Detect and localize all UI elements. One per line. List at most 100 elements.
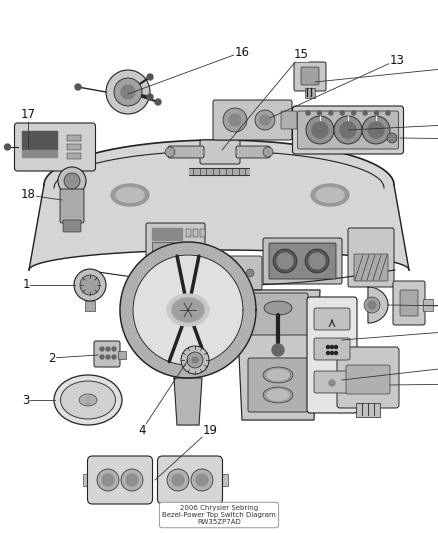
Ellipse shape <box>263 367 293 383</box>
Circle shape <box>112 347 116 351</box>
Ellipse shape <box>116 188 144 203</box>
Circle shape <box>387 133 397 143</box>
Circle shape <box>114 78 142 106</box>
Polygon shape <box>174 378 202 425</box>
Text: 13: 13 <box>389 53 404 67</box>
Ellipse shape <box>60 381 116 419</box>
Bar <box>356 403 380 417</box>
FancyBboxPatch shape <box>314 371 350 393</box>
Text: 16: 16 <box>234 45 250 59</box>
FancyBboxPatch shape <box>14 123 95 171</box>
Ellipse shape <box>172 298 204 322</box>
Ellipse shape <box>167 294 209 326</box>
Circle shape <box>277 253 293 269</box>
Bar <box>200 229 205 237</box>
Circle shape <box>106 355 110 359</box>
Circle shape <box>100 347 104 351</box>
Circle shape <box>312 122 328 138</box>
Text: 19: 19 <box>202 424 218 437</box>
FancyBboxPatch shape <box>168 146 204 158</box>
FancyBboxPatch shape <box>236 146 270 158</box>
FancyBboxPatch shape <box>307 297 357 413</box>
Circle shape <box>64 173 80 189</box>
Polygon shape <box>29 140 409 270</box>
Ellipse shape <box>267 369 289 381</box>
FancyBboxPatch shape <box>393 281 425 325</box>
Circle shape <box>75 84 81 90</box>
FancyBboxPatch shape <box>213 100 292 140</box>
Circle shape <box>326 351 329 354</box>
FancyBboxPatch shape <box>294 62 326 91</box>
FancyBboxPatch shape <box>60 189 84 223</box>
Circle shape <box>273 249 297 273</box>
FancyBboxPatch shape <box>200 140 240 164</box>
Circle shape <box>329 380 335 386</box>
Circle shape <box>58 167 86 195</box>
FancyBboxPatch shape <box>293 106 403 154</box>
Circle shape <box>318 111 321 115</box>
Circle shape <box>196 474 208 486</box>
Circle shape <box>374 111 378 115</box>
Circle shape <box>191 469 213 491</box>
Polygon shape <box>133 255 243 365</box>
Circle shape <box>106 347 110 351</box>
Polygon shape <box>189 168 249 175</box>
FancyBboxPatch shape <box>248 293 308 335</box>
Circle shape <box>167 469 189 491</box>
FancyBboxPatch shape <box>400 290 418 316</box>
Text: 2: 2 <box>48 351 56 365</box>
Circle shape <box>386 111 390 115</box>
Circle shape <box>255 110 275 130</box>
Circle shape <box>4 144 11 150</box>
Ellipse shape <box>316 188 344 203</box>
Ellipse shape <box>267 390 289 400</box>
FancyBboxPatch shape <box>94 341 120 367</box>
FancyBboxPatch shape <box>314 338 350 360</box>
FancyBboxPatch shape <box>63 220 81 232</box>
Circle shape <box>305 249 329 273</box>
FancyBboxPatch shape <box>346 365 390 394</box>
Circle shape <box>229 114 241 126</box>
Circle shape <box>147 74 153 80</box>
Circle shape <box>368 122 384 138</box>
Circle shape <box>329 111 333 115</box>
Bar <box>21 131 57 149</box>
FancyBboxPatch shape <box>337 347 399 408</box>
Ellipse shape <box>79 394 97 406</box>
Circle shape <box>306 111 310 115</box>
Polygon shape <box>368 287 388 323</box>
Circle shape <box>309 253 325 269</box>
Ellipse shape <box>264 301 292 315</box>
Circle shape <box>331 351 333 354</box>
Circle shape <box>147 94 153 100</box>
FancyBboxPatch shape <box>206 256 262 290</box>
FancyBboxPatch shape <box>146 223 205 259</box>
Text: 1: 1 <box>22 279 30 292</box>
Bar <box>67 135 81 141</box>
Bar <box>85 301 95 311</box>
FancyBboxPatch shape <box>269 243 336 279</box>
Circle shape <box>181 346 209 374</box>
Circle shape <box>112 355 116 359</box>
Circle shape <box>306 116 334 144</box>
Ellipse shape <box>311 184 349 206</box>
Circle shape <box>335 345 338 349</box>
Circle shape <box>335 351 338 354</box>
Circle shape <box>362 116 390 144</box>
FancyBboxPatch shape <box>354 254 388 281</box>
FancyBboxPatch shape <box>297 111 399 149</box>
Circle shape <box>121 85 135 99</box>
Text: 4: 4 <box>138 424 146 437</box>
Bar <box>21 150 57 157</box>
Circle shape <box>331 345 333 349</box>
Bar <box>193 229 198 237</box>
Text: 3: 3 <box>22 393 30 407</box>
Text: 2006 Chrysler Sebring
Bezel-Power Top Switch Diagram
RW35ZP7AD: 2006 Chrysler Sebring Bezel-Power Top Sw… <box>162 505 276 525</box>
Bar <box>118 351 126 359</box>
Circle shape <box>326 345 329 349</box>
Circle shape <box>334 116 362 144</box>
Circle shape <box>121 469 143 491</box>
Circle shape <box>210 269 218 277</box>
Polygon shape <box>120 242 256 378</box>
Circle shape <box>102 474 114 486</box>
